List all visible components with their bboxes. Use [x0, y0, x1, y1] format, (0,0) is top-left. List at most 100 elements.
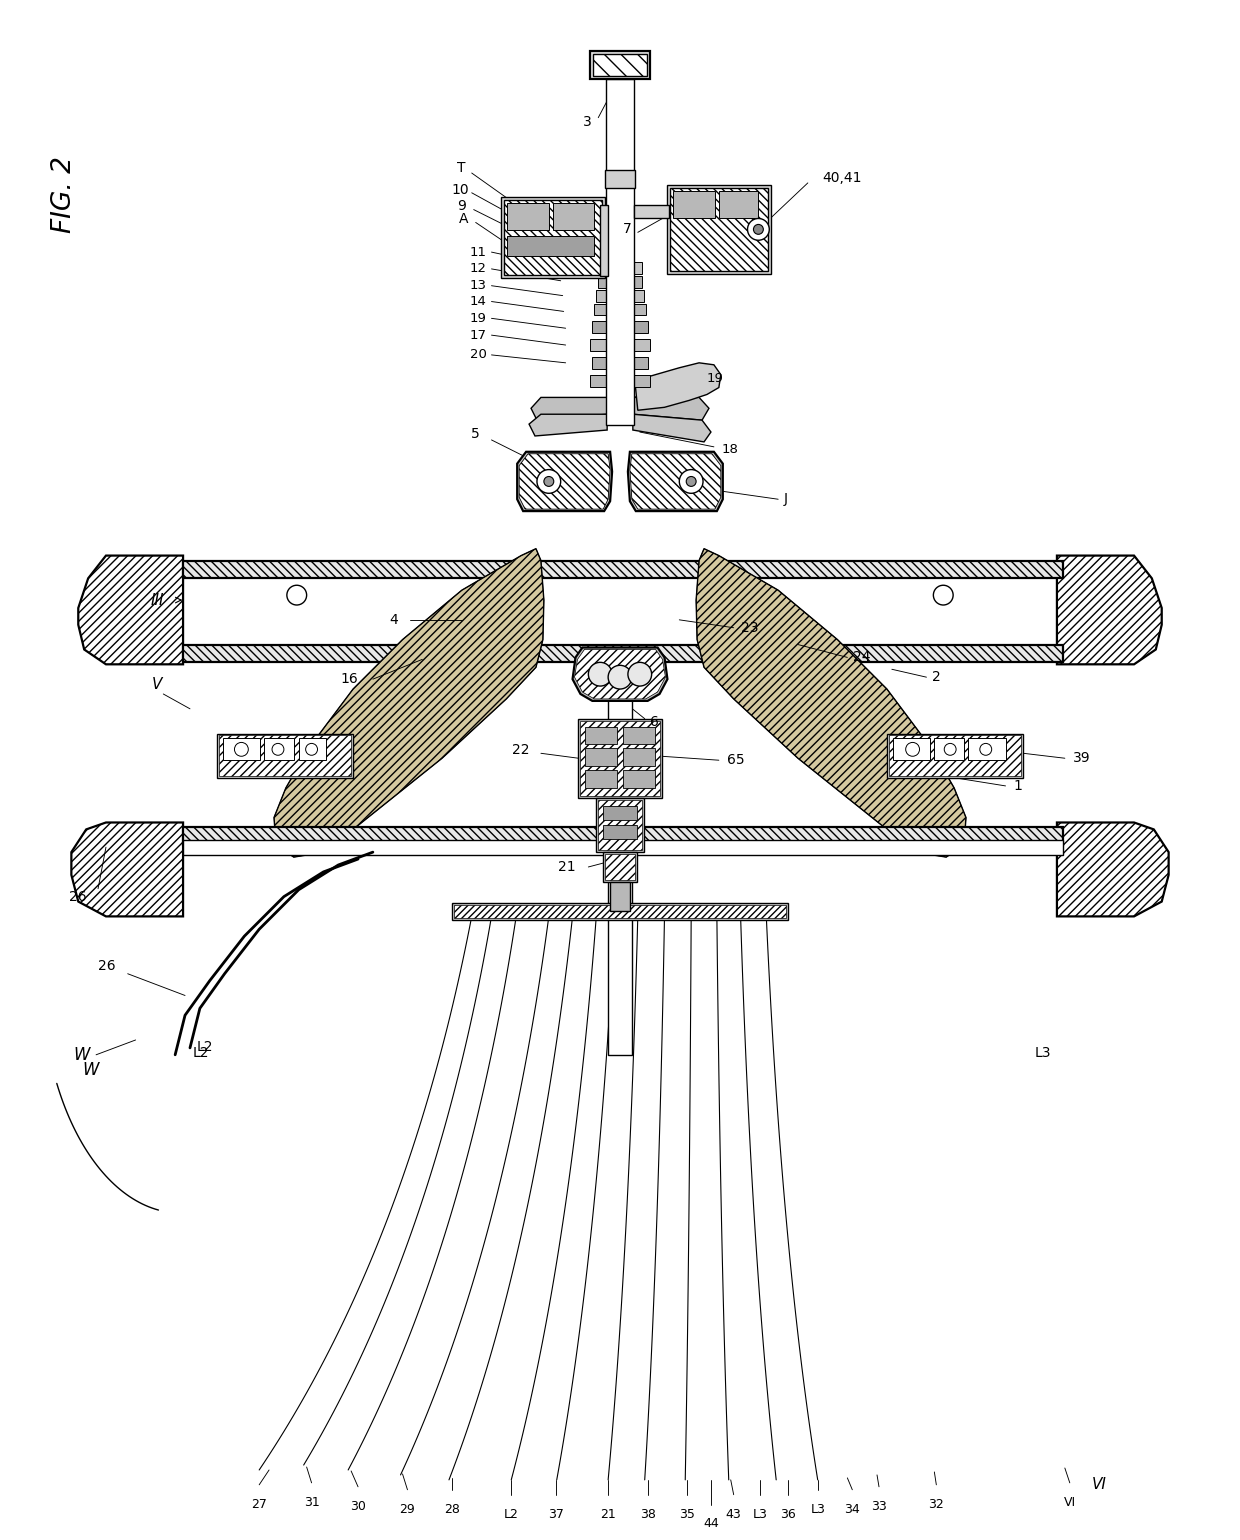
Bar — [606, 79, 634, 425]
Bar — [719, 191, 759, 219]
Text: 20: 20 — [470, 348, 486, 362]
Bar — [184, 561, 1063, 579]
Circle shape — [980, 744, 992, 755]
Polygon shape — [78, 556, 184, 664]
Text: 12: 12 — [470, 262, 486, 276]
Text: 3: 3 — [583, 114, 591, 129]
Text: 7: 7 — [622, 222, 631, 236]
Bar — [593, 357, 647, 368]
Text: VI: VI — [1064, 1495, 1076, 1509]
Bar — [593, 54, 647, 75]
Bar — [218, 736, 351, 776]
Text: 32: 32 — [929, 1498, 944, 1511]
Bar — [622, 727, 655, 744]
Circle shape — [272, 744, 284, 755]
Text: VI: VI — [1092, 1477, 1107, 1492]
Bar — [184, 827, 1063, 845]
Text: V: V — [153, 676, 162, 691]
Text: 39: 39 — [1073, 752, 1090, 765]
Polygon shape — [635, 363, 720, 410]
Bar — [299, 739, 326, 761]
Bar — [608, 699, 632, 1055]
Bar — [610, 882, 630, 912]
Text: 44: 44 — [703, 1517, 719, 1531]
Text: L3: L3 — [1035, 1046, 1052, 1060]
Polygon shape — [274, 548, 544, 858]
Circle shape — [905, 742, 920, 756]
Circle shape — [680, 470, 703, 493]
Polygon shape — [72, 822, 184, 916]
Bar — [935, 739, 963, 761]
Text: A: A — [459, 213, 469, 226]
Polygon shape — [573, 647, 667, 701]
Text: L2: L2 — [503, 1508, 518, 1520]
Circle shape — [748, 219, 769, 240]
Bar — [184, 645, 1063, 662]
Bar — [184, 645, 1063, 662]
Bar — [501, 197, 605, 277]
Text: T: T — [456, 162, 465, 176]
Polygon shape — [696, 548, 966, 858]
Text: 19: 19 — [470, 311, 486, 325]
Polygon shape — [520, 454, 610, 510]
Bar — [603, 805, 637, 819]
Text: 1: 1 — [1013, 779, 1022, 793]
Polygon shape — [630, 454, 720, 510]
Text: 11: 11 — [470, 245, 486, 259]
Text: 5: 5 — [471, 427, 480, 440]
Text: J: J — [784, 493, 789, 507]
Text: W: W — [83, 1061, 99, 1078]
Bar — [622, 770, 655, 788]
Text: 13: 13 — [470, 279, 486, 293]
Bar — [673, 191, 715, 219]
Bar — [507, 236, 594, 256]
Text: 37: 37 — [548, 1508, 564, 1520]
Text: FIG. 2: FIG. 2 — [51, 157, 77, 233]
Bar — [507, 203, 549, 231]
Circle shape — [537, 470, 560, 493]
Polygon shape — [632, 414, 711, 442]
Bar — [603, 852, 637, 882]
Text: 22: 22 — [512, 744, 529, 758]
Text: 16: 16 — [340, 671, 358, 687]
Polygon shape — [627, 451, 723, 511]
Text: 35: 35 — [680, 1508, 696, 1520]
Bar — [893, 739, 930, 761]
Bar — [454, 904, 786, 918]
Bar — [590, 374, 650, 387]
Text: 21: 21 — [558, 859, 575, 875]
Bar — [594, 303, 646, 316]
Bar — [603, 825, 637, 839]
Text: 40,41: 40,41 — [822, 171, 862, 185]
Circle shape — [234, 742, 248, 756]
Circle shape — [754, 225, 764, 234]
Text: 36: 36 — [780, 1508, 796, 1520]
Text: 21: 21 — [600, 1508, 616, 1520]
Text: W: W — [73, 1046, 89, 1064]
Bar — [667, 185, 771, 274]
Bar — [590, 339, 650, 351]
Bar — [968, 739, 1006, 761]
Text: III: III — [150, 593, 164, 608]
Text: 26: 26 — [98, 959, 115, 973]
Circle shape — [286, 585, 306, 605]
Polygon shape — [1056, 822, 1168, 916]
Bar — [585, 727, 618, 744]
Text: L2: L2 — [197, 1040, 213, 1053]
Text: 38: 38 — [640, 1508, 656, 1520]
Bar — [184, 561, 1063, 579]
Text: 23: 23 — [740, 621, 758, 634]
Text: 27: 27 — [252, 1498, 267, 1511]
Text: 2: 2 — [932, 670, 941, 684]
Text: 19: 19 — [707, 373, 724, 385]
Bar — [622, 748, 655, 765]
Bar — [634, 205, 670, 219]
Bar — [596, 798, 644, 852]
Text: L3: L3 — [753, 1508, 768, 1520]
Bar — [223, 739, 260, 761]
Bar — [590, 51, 650, 79]
Bar — [451, 902, 789, 921]
Bar — [505, 200, 603, 274]
Text: 9: 9 — [458, 199, 466, 213]
Text: 29: 29 — [399, 1503, 415, 1515]
